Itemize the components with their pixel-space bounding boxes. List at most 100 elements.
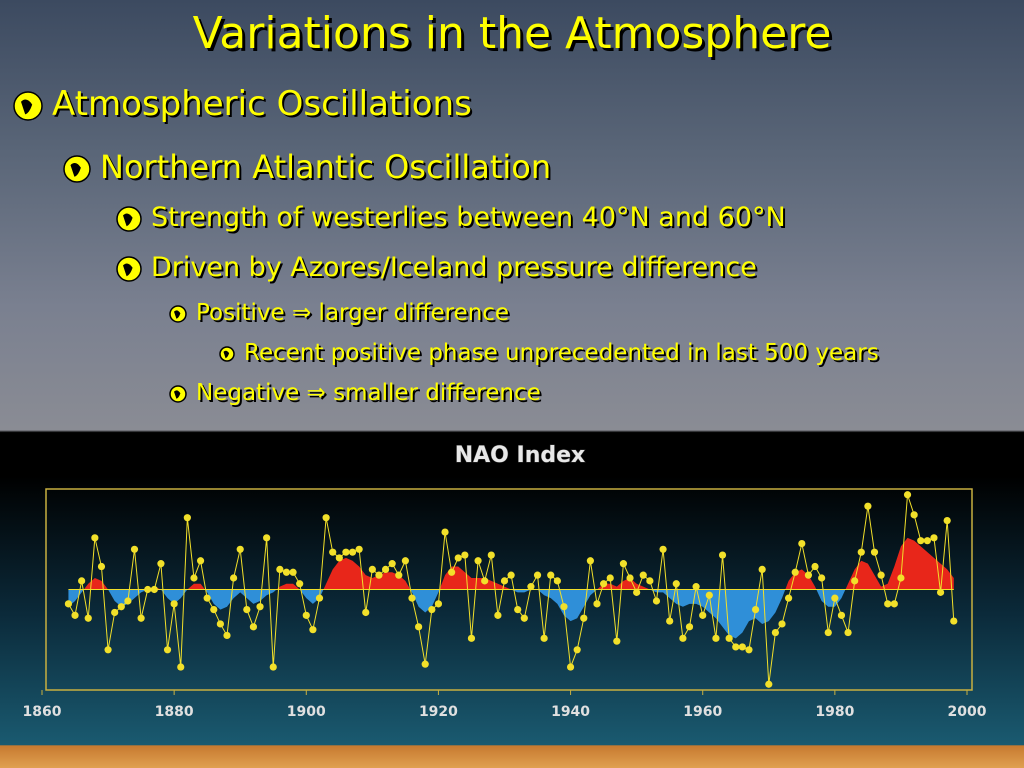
annual-point (897, 574, 905, 582)
annual-point (923, 537, 931, 545)
bullet: Strength of westerlies between 40°N and … (115, 202, 786, 233)
annual-point (329, 548, 337, 556)
annual-point (745, 646, 753, 654)
annual-point (791, 568, 799, 576)
annual-point (183, 514, 191, 522)
x-tick-label: 1920 (419, 704, 458, 720)
annual-point (652, 597, 661, 605)
annual-point (692, 583, 700, 591)
annual-point (917, 537, 925, 545)
annual-point (130, 545, 139, 553)
annual-point (712, 634, 720, 642)
annual-point (315, 594, 324, 602)
annual-point (216, 620, 224, 628)
annual-point (408, 594, 416, 602)
annual-point (434, 600, 443, 608)
bullet-text: Negative ⇒ smaller difference (196, 380, 541, 406)
annual-point (170, 600, 178, 608)
annual-point (256, 603, 264, 611)
plot-frame (45, 488, 973, 691)
x-tick-label: 1980 (815, 704, 854, 720)
bullet: Recent positive phase unprecedented in l… (218, 340, 879, 366)
annual-point (190, 574, 198, 582)
annual-point (223, 631, 231, 640)
annual-point (903, 491, 912, 499)
annual-point (553, 577, 561, 585)
annual-point (289, 568, 297, 576)
annual-point (401, 557, 409, 565)
x-tick-label: 1880 (155, 704, 194, 720)
annual-point (441, 528, 449, 536)
bullet: Positive ⇒ larger difference (168, 300, 509, 326)
negative-area (68, 589, 954, 639)
annual-point (685, 623, 694, 631)
annual-point (210, 606, 218, 614)
annual-point (659, 545, 667, 553)
annual-point (877, 571, 885, 579)
annual-point (500, 577, 509, 585)
annual-point (124, 597, 132, 605)
x-tick-label: 1900 (287, 704, 326, 720)
annual-point (269, 663, 277, 671)
annual-point (705, 591, 713, 599)
annual-point (857, 548, 865, 556)
annual-point (117, 603, 125, 611)
annual-point (335, 554, 343, 562)
annual-point (586, 557, 594, 565)
annual-point (798, 539, 806, 548)
annual-point (348, 548, 357, 556)
annual-point (626, 574, 634, 582)
bullet: Driven by Azores/Iceland pressure differ… (115, 252, 757, 283)
annual-point (461, 551, 469, 559)
annual-point (507, 571, 515, 579)
annual-point (243, 606, 251, 614)
bullet-icon (169, 304, 187, 323)
annual-point (309, 626, 317, 634)
annual-point (613, 637, 621, 645)
annual-point (771, 628, 779, 637)
annual-point (943, 516, 951, 525)
positive-area (68, 537, 954, 590)
bullet-text: Northern Atlantic Oscillation (100, 148, 552, 186)
slide-title: Variations in the Atmosphere (192, 8, 832, 59)
annual-point (388, 560, 396, 568)
bullet-text: Positive ⇒ larger difference (196, 300, 510, 326)
annual-point (196, 557, 205, 565)
annual-point (520, 614, 528, 622)
annual-point (566, 663, 575, 671)
annual-point (230, 574, 238, 582)
annual-point (481, 577, 489, 585)
annual-point (448, 568, 456, 576)
bullet-text: Atmospheric Oscillations (52, 84, 472, 124)
annual-point (533, 571, 542, 579)
annual-point (864, 502, 872, 510)
annual-point (639, 571, 647, 579)
bullet: Northern Atlantic Oscillation (62, 148, 551, 186)
annual-point (837, 611, 846, 619)
annual-point (580, 614, 588, 622)
annual-point (415, 623, 423, 631)
annual-point (890, 600, 898, 608)
x-tick-label: 1860 (23, 704, 62, 720)
annual-point (355, 545, 363, 553)
annual-point (144, 585, 152, 594)
annual-point (395, 571, 403, 579)
annual-point (177, 663, 185, 671)
bullet: Negative ⇒ smaller difference (168, 380, 541, 406)
annual-point (78, 577, 86, 585)
annual-point (302, 611, 310, 619)
annual-point (672, 580, 680, 588)
annual-point (718, 551, 727, 559)
annual-point (824, 628, 832, 637)
chart-title: NAO Index (455, 443, 586, 468)
bullet-icon (13, 90, 43, 121)
annual-point (368, 565, 376, 573)
annual-point (844, 628, 852, 637)
annual-point (428, 606, 436, 614)
annual-point (64, 600, 73, 608)
x-tick-label: 2000 (948, 704, 987, 720)
annual-point (870, 548, 879, 556)
annual-point (487, 551, 495, 559)
annual-point (910, 511, 918, 519)
annual-point (540, 634, 548, 642)
